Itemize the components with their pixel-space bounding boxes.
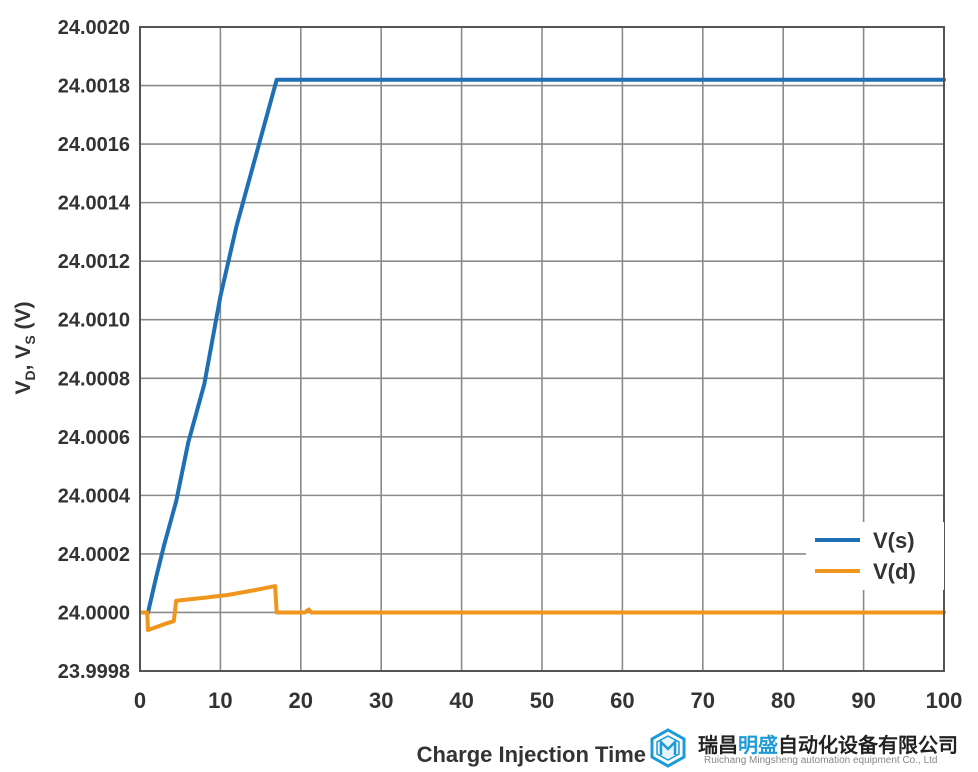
x-tick-label: 40 <box>449 688 473 713</box>
x-tick-label: 60 <box>610 688 634 713</box>
plot-frame <box>139 26 945 672</box>
x-tick-label: 50 <box>530 688 554 713</box>
company-name: 瑞昌明盛自动化设备有限公司 <box>698 733 958 757</box>
x-tick-label: 20 <box>289 688 313 713</box>
company-logo-icon <box>650 728 686 768</box>
x-tick-label: 0 <box>134 688 146 713</box>
y-axis-title: VD, VS (V) <box>12 302 38 395</box>
x-tick-label: 30 <box>369 688 393 713</box>
y-tick-label: 24.0006 <box>58 427 130 449</box>
x-tick-label: 10 <box>208 688 232 713</box>
x-tick-label: 70 <box>691 688 715 713</box>
x-tick-label: 80 <box>771 688 795 713</box>
y-tick-label: 24.0008 <box>58 368 130 390</box>
company-name-en: Ruichang Mingsheng automation equipment … <box>704 755 938 766</box>
y-tick-label: 24.0020 <box>58 17 130 39</box>
series-line-vs <box>146 77 946 615</box>
y-tick-label: 24.0012 <box>58 251 130 273</box>
x-tick-label: 90 <box>851 688 875 713</box>
y-tick-label: 24.0016 <box>58 134 130 156</box>
y-tick-label: 24.0018 <box>58 76 130 98</box>
y-tick-label: 24.0014 <box>58 193 131 215</box>
y-axis-ticks: 23.9998 24.0000 24.0002 24.0004 24.0006 24.00… <box>58 17 131 683</box>
y-tick-label: 23.9998 <box>58 661 130 683</box>
y-tick-label: 24.0000 <box>58 602 130 624</box>
x-axis-ticks: 0 10 20 30 40 50 60 70 80 90 100 <box>134 688 962 713</box>
x-tick-label: 100 <box>926 688 963 713</box>
series-lines <box>140 77 946 632</box>
legend-label: V(s) <box>873 528 915 553</box>
y-tick-label: 24.0002 <box>58 544 130 566</box>
y-tick-label: 24.0010 <box>58 310 130 332</box>
watermark: 瑞昌明盛自动化设备有限公司 Ruichang Mingsheng automat… <box>648 726 978 770</box>
legend-label: V(d) <box>873 559 916 584</box>
x-axis-title: Charge Injection Time <box>417 742 646 767</box>
y-tick-label: 24.0004 <box>58 485 131 507</box>
legend: V(s) V(d) <box>806 522 944 590</box>
legend-background <box>806 522 944 590</box>
series-line-vd <box>140 584 946 632</box>
